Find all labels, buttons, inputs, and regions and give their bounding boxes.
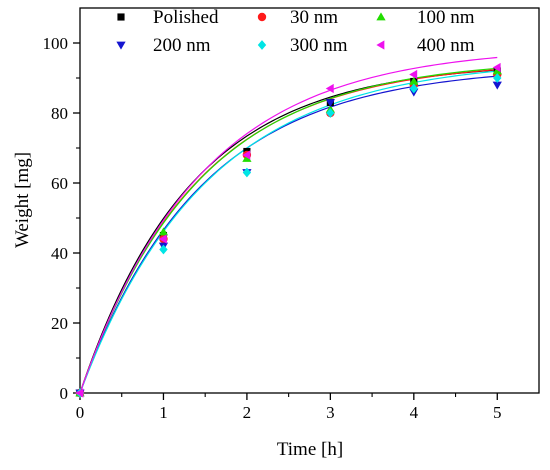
legend-marker-1 xyxy=(257,12,267,22)
legend-label-0: Polished xyxy=(153,7,219,28)
legend-label-3: 200 nm xyxy=(153,35,211,56)
data-point-3 xyxy=(325,99,335,108)
data-point-2 xyxy=(158,227,169,236)
y-tick-label: 80 xyxy=(51,104,68,123)
data-point-5 xyxy=(242,150,251,160)
data-point-5 xyxy=(325,83,334,94)
fit-curve-1 xyxy=(79,68,498,394)
data-point-5 xyxy=(492,62,501,73)
legend-marker-0 xyxy=(117,13,125,21)
fit-curve-3 xyxy=(79,75,498,394)
fit-curve-4 xyxy=(79,70,498,394)
legend-label-2: 100 nm xyxy=(417,7,475,28)
x-axis-ticks: 0 1 2 3 4 5 xyxy=(76,393,502,422)
y-axis-label: Weight [mg] xyxy=(12,152,33,248)
data-point-4 xyxy=(409,83,419,94)
y-tick-label: 40 xyxy=(51,244,68,263)
y-axis-ticks: 0 20 40 60 80 100 xyxy=(43,34,80,403)
x-tick-label: 1 xyxy=(159,403,168,422)
data-point-5 xyxy=(158,234,167,244)
x-tick-label: 4 xyxy=(410,403,419,422)
legend-marker-5 xyxy=(376,40,385,50)
x-tick-label: 3 xyxy=(326,403,335,422)
legend-marker-2 xyxy=(376,12,386,21)
data-point-2 xyxy=(242,153,252,162)
data-point-5 xyxy=(409,69,418,80)
legend-label-5: 400 nm xyxy=(417,35,475,56)
data-point-2 xyxy=(409,76,419,85)
x-tick-label: 0 xyxy=(76,403,85,422)
legend-label-1: 30 nm xyxy=(290,7,338,28)
data-point-4 xyxy=(242,167,252,178)
fit-curve-2 xyxy=(79,67,498,394)
data-markers xyxy=(75,62,502,398)
x-tick-label: 5 xyxy=(493,403,502,422)
x-axis-label: Time [h] xyxy=(277,439,343,460)
fit-curve-0 xyxy=(79,69,498,394)
y-tick-label: 100 xyxy=(43,34,69,53)
y-tick-label: 20 xyxy=(51,314,68,333)
legend-marker-4 xyxy=(257,40,267,50)
fit-curve-5 xyxy=(79,56,498,394)
data-point-4 xyxy=(326,108,335,118)
fit-curves xyxy=(79,56,498,394)
data-point-4 xyxy=(493,73,502,83)
plot-frame xyxy=(79,7,540,394)
legend-marker-3 xyxy=(116,41,126,50)
y-tick-label: 60 xyxy=(51,174,68,193)
legend: Polished 30 nm 100 nm 200 nm 300 nm 400 nm xyxy=(116,7,475,56)
y-tick-label: 0 xyxy=(60,384,69,403)
x-tick-label: 2 xyxy=(243,403,252,422)
data-point-5 xyxy=(75,388,84,398)
data-point-4 xyxy=(159,244,168,255)
legend-label-4: 300 nm xyxy=(290,35,348,56)
data-point-2 xyxy=(492,66,502,75)
plot-area xyxy=(79,7,540,394)
data-point-3 xyxy=(492,81,502,90)
